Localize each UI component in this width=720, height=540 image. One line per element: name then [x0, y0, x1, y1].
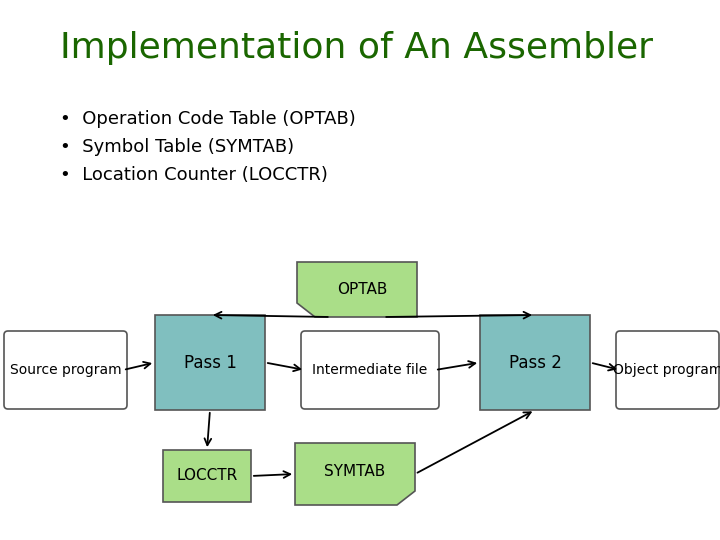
FancyBboxPatch shape: [4, 331, 127, 409]
Text: Source program: Source program: [9, 363, 121, 377]
Text: LOCCTR: LOCCTR: [176, 469, 238, 483]
Polygon shape: [295, 443, 415, 505]
FancyBboxPatch shape: [616, 331, 719, 409]
Bar: [163, 450, 251, 502]
Polygon shape: [297, 262, 417, 317]
Text: OPTAB: OPTAB: [337, 282, 387, 297]
FancyBboxPatch shape: [301, 331, 439, 409]
Text: •  Symbol Table (SYMTAB): • Symbol Table (SYMTAB): [60, 138, 294, 156]
Bar: [480, 315, 590, 410]
Text: Object program: Object program: [613, 363, 720, 377]
Text: Implementation of An Assembler: Implementation of An Assembler: [60, 31, 653, 65]
Text: Pass 2: Pass 2: [508, 354, 562, 372]
Bar: [155, 315, 265, 410]
Text: Intermediate file: Intermediate file: [312, 363, 428, 377]
Text: •  Operation Code Table (OPTAB): • Operation Code Table (OPTAB): [60, 110, 356, 128]
Text: •  Location Counter (LOCCTR): • Location Counter (LOCCTR): [60, 166, 328, 184]
Text: Pass 1: Pass 1: [184, 354, 236, 372]
Text: SYMTAB: SYMTAB: [325, 463, 386, 478]
